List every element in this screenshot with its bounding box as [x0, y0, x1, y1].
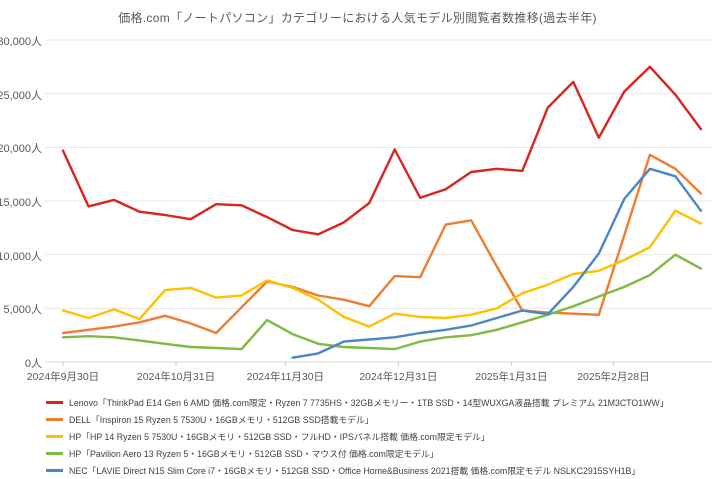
x-tick-label: 2024年12月31日 [359, 371, 438, 383]
legend-label: HP「Pavilion Aero 13 Ryzen 5・16GBメモリ・512G… [69, 449, 439, 459]
legend: Lenovo「ThinkPad E14 Gen 6 AMD 価格.com限定・R… [46, 394, 669, 479]
y-tick-label: 20,000人 [0, 143, 42, 156]
legend-label: DELL「Inspiron 15 Ryzen 5 7530U・16GBメモリ・5… [69, 415, 374, 425]
legend-line-icon [46, 469, 63, 472]
legend-label: HP「HP 14 Ryzen 5 7530U・16GBメモリ・512GB SSD… [69, 432, 490, 442]
series-line-hp-pavilion [61, 253, 703, 351]
y-tick-label: 10,000人 [0, 250, 42, 263]
legend-label: NEC「LAVIE Direct N15 Slim Core i7・16GBメモ… [69, 466, 641, 476]
y-tick-label: 15,000人 [0, 197, 42, 209]
x-tick-label: 2024年11月30日 [246, 371, 325, 383]
y-tick-label: 0人 [24, 358, 42, 370]
y-tick-label: 5,000人 [3, 304, 42, 317]
x-tick-label: 2024年10月31日 [136, 371, 216, 383]
chart-title: 価格.com「ノートパソコン」カテゴリーにおける人気モデル別閲覧者数推移(過去半… [118, 11, 597, 25]
legend-line-icon [46, 452, 63, 455]
legend-line-icon [46, 418, 63, 421]
legend-item-hp-pavilion: HP「Pavilion Aero 13 Ryzen 5・16GBメモリ・512G… [46, 445, 669, 462]
legend-line-icon [46, 401, 63, 404]
series-line-nec [291, 167, 703, 359]
legend-item-nec: NEC「LAVIE Direct N15 Slim Core i7・16GBメモ… [46, 462, 669, 479]
legend-item-dell: DELL「Inspiron 15 Ryzen 5 7530U・16GBメモリ・5… [46, 411, 669, 428]
x-tick-label: 2025年2月28日 [577, 371, 650, 383]
legend-label: Lenovo「ThinkPad E14 Gen 6 AMD 価格.com限定・R… [69, 398, 669, 408]
y-tick-label: 25,000人 [0, 89, 42, 102]
series-line-lenovo [61, 65, 703, 236]
legend-item-hp-14: HP「HP 14 Ryzen 5 7530U・16GBメモリ・512GB SSD… [46, 428, 669, 445]
series-line-hp-14 [61, 209, 703, 328]
y-tick-label: 30,000人 [0, 36, 42, 48]
series-line-dell [61, 153, 703, 335]
legend-line-icon [46, 435, 63, 438]
x-tick-label: 2024年9月30日 [26, 371, 100, 383]
legend-item-lenovo: Lenovo「ThinkPad E14 Gen 6 AMD 価格.com限定・R… [46, 394, 669, 411]
x-tick-label: 2025年1月31日 [475, 371, 548, 383]
